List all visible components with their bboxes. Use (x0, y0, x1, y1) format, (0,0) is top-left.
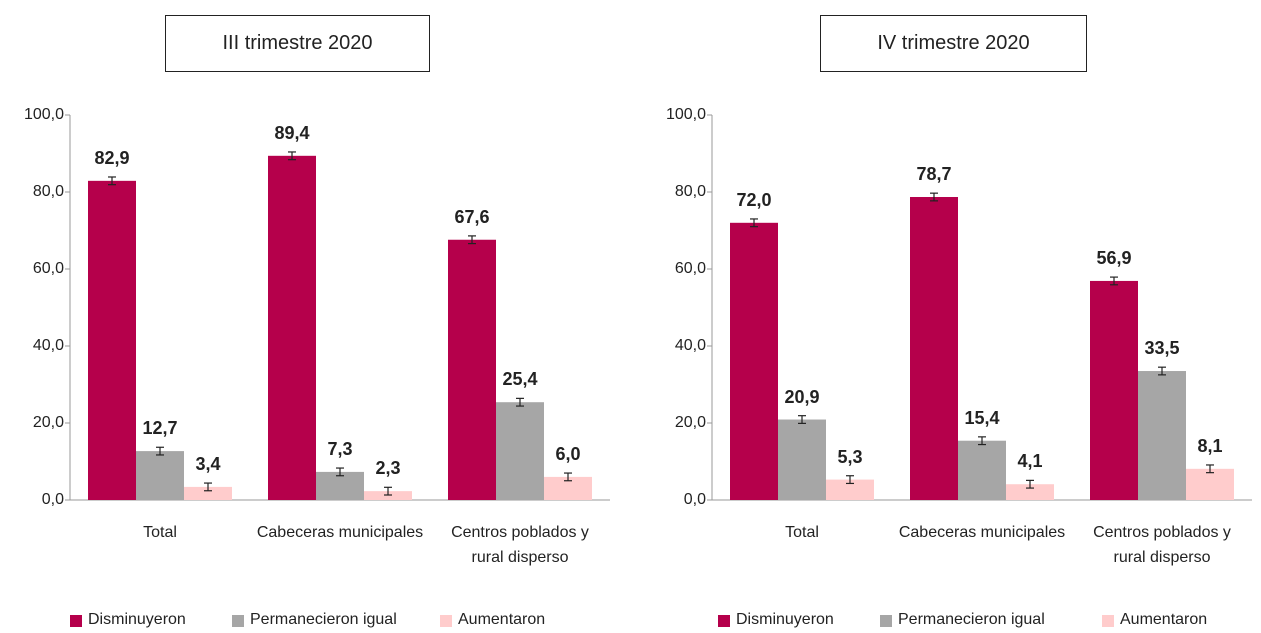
value-label: 33,5 (1144, 338, 1180, 359)
bar (448, 239, 496, 501)
x-tick-label: Centros poblados y rural disperso (1093, 524, 1231, 566)
value-label: 72,0 (736, 189, 772, 210)
legend-item: Disminuyeron (718, 611, 834, 629)
x-tick-label: Total (143, 524, 177, 541)
value-label: 89,4 (274, 122, 310, 143)
legend-swatch (232, 615, 244, 627)
bar (958, 440, 1006, 500)
legend-item: Permanecieron igual (232, 611, 397, 629)
bar (1138, 371, 1186, 500)
bar (544, 476, 592, 500)
legend-swatch (880, 615, 892, 627)
value-label: 4,1 (1017, 451, 1043, 472)
legend-item: Permanecieron igual (880, 611, 1045, 629)
y-tick-label: 0,0 (683, 491, 706, 508)
y-tick-label: 100,0 (665, 106, 706, 123)
value-label: 82,9 (94, 147, 130, 168)
legend-item: Aumentaron (440, 611, 545, 629)
value-label: 5,3 (837, 446, 863, 467)
bar (1090, 280, 1138, 500)
bar (496, 402, 544, 500)
y-tick-label: 60,0 (32, 260, 64, 277)
bar (316, 471, 364, 500)
legend-swatch (440, 615, 452, 627)
bar (910, 197, 958, 500)
bar (730, 222, 778, 501)
value-label: 3,4 (195, 454, 221, 475)
x-tick-label: Cabeceras municipales (256, 524, 424, 541)
value-label: 6,0 (555, 444, 581, 465)
bar (826, 479, 874, 500)
bar (184, 486, 232, 500)
bar (1186, 468, 1234, 500)
value-label: 2,3 (375, 458, 401, 479)
y-tick-label: 40,0 (674, 337, 706, 354)
y-tick-label: 100,0 (23, 106, 64, 123)
y-tick-label: 20,0 (32, 414, 64, 431)
value-label: 7,3 (327, 439, 353, 460)
bar (136, 451, 184, 500)
value-label: 67,6 (454, 206, 490, 227)
x-tick-label: Centros poblados y rural disperso (451, 524, 589, 566)
x-tick-label: Cabeceras municipales (898, 524, 1066, 541)
value-label: 25,4 (502, 369, 538, 390)
bar (88, 180, 136, 500)
bar (778, 419, 826, 500)
legend-swatch (718, 615, 730, 627)
value-label: 20,9 (784, 386, 820, 407)
legend-item: Aumentaron (1102, 611, 1207, 629)
x-tick-label: Total (785, 524, 819, 541)
bar (1006, 484, 1054, 500)
y-tick-label: 60,0 (674, 260, 706, 277)
y-tick-label: 40,0 (32, 337, 64, 354)
y-tick-label: 80,0 (32, 183, 64, 200)
value-label: 12,7 (142, 418, 178, 439)
legend-swatch (1102, 615, 1114, 627)
y-tick-label: 80,0 (674, 183, 706, 200)
value-label: 8,1 (1197, 435, 1223, 456)
legend-swatch (70, 615, 82, 627)
value-label: 56,9 (1096, 248, 1132, 269)
chart-title: III trimestre 2020 (165, 15, 430, 72)
chart-title: IV trimestre 2020 (820, 15, 1087, 72)
y-tick-label: 0,0 (41, 491, 64, 508)
value-label: 15,4 (964, 407, 1000, 428)
legend-item: Disminuyeron (70, 611, 186, 629)
value-label: 78,7 (916, 164, 952, 185)
y-tick-label: 20,0 (674, 414, 706, 431)
bar (268, 155, 316, 500)
